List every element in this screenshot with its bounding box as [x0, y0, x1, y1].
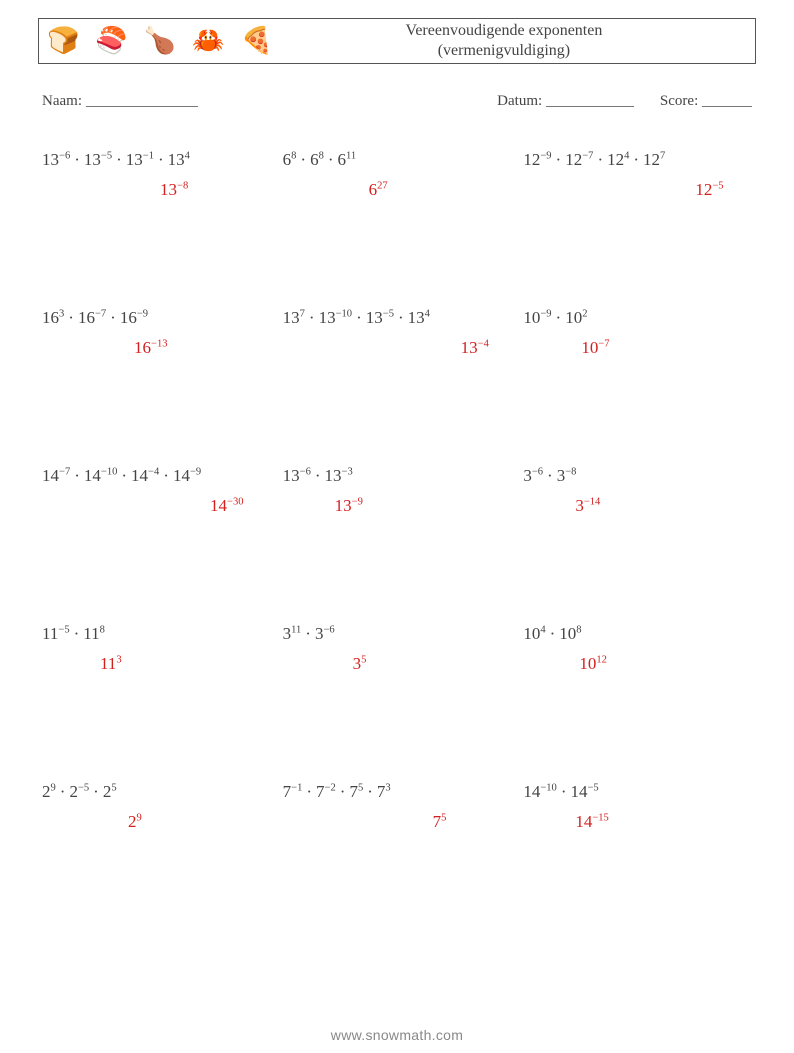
problem-expression: 10−9·102	[523, 308, 752, 328]
worksheet-title: Vereenvoudigende exponenten (vermenigvul…	[273, 21, 747, 61]
problem-answer: 12−5	[523, 180, 752, 200]
date-label: Datum:	[497, 93, 542, 109]
problem-cell: 29·2−5·25 29	[42, 782, 271, 842]
header-icon-0: 🍞	[47, 28, 79, 54]
date-blank[interactable]	[546, 92, 634, 107]
problem-cell: 311·3−6 35	[283, 624, 512, 684]
problem-answer: 13−9	[283, 496, 512, 516]
problem-cell: 13−6·13−5·13−1·134 13−8	[42, 150, 271, 210]
problem-answer: 16−13	[42, 338, 271, 358]
problem-answer: 113	[42, 654, 271, 674]
header-icon-3: 🦀	[192, 28, 224, 54]
problem-cell: 10−9·102 10−7	[523, 308, 752, 368]
problem-cell: 137·13−10·13−5·134 13−4	[283, 308, 512, 368]
problem-answer: 13−8	[42, 180, 271, 200]
problem-cell: 68·68·611 627	[283, 150, 512, 210]
problem-expression: 14−7·14−10·14−4·14−9	[42, 466, 271, 486]
problem-expression: 104·108	[523, 624, 752, 644]
problem-expression: 137·13−10·13−5·134	[283, 308, 512, 328]
problem-answer: 75	[283, 812, 512, 832]
problem-expression: 311·3−6	[283, 624, 512, 644]
problems-grid: 13−6·13−5·13−1·134 13−8 68·68·611 627 12−9·1…	[38, 150, 756, 842]
problem-answer: 29	[42, 812, 271, 832]
problem-cell: 11−5·118 113	[42, 624, 271, 684]
name-blank[interactable]	[86, 92, 198, 107]
header-icons: 🍞 🍣 🍗 🦀 🍕	[47, 28, 273, 54]
problem-cell: 3−6·3−8 3−14	[523, 466, 752, 526]
header-icon-2: 🍗	[144, 28, 176, 54]
problem-cell: 14−7·14−10·14−4·14−9 14−30	[42, 466, 271, 526]
header-box: 🍞 🍣 🍗 🦀 🍕 Vereenvoudigende exponenten (verme…	[38, 18, 756, 64]
problem-answer: 10−7	[523, 338, 752, 358]
problem-answer: 1012	[523, 654, 752, 674]
problem-expression: 163·16−7·16−9	[42, 308, 271, 328]
problem-expression: 68·68·611	[283, 150, 512, 170]
problem-expression: 29·2−5·25	[42, 782, 271, 802]
problem-answer: 14−30	[42, 496, 271, 516]
problem-cell: 163·16−7·16−9 16−13	[42, 308, 271, 368]
problem-expression: 3−6·3−8	[523, 466, 752, 486]
problem-answer: 14−15	[523, 812, 752, 832]
problem-cell: 13−6·13−3 13−9	[283, 466, 512, 526]
meta-row: Naam: Datum: Score:	[38, 90, 756, 110]
title-line-2: (vermenigvuldiging)	[273, 41, 735, 61]
problem-answer: 627	[283, 180, 512, 200]
worksheet-page: 🍞 🍣 🍗 🦀 🍕 Vereenvoudigende exponenten (verme…	[0, 0, 794, 1053]
problem-expression: 14−10·14−5	[523, 782, 752, 802]
problem-cell: 7−1·7−2·75·73 75	[283, 782, 512, 842]
date-field: Datum:	[497, 90, 634, 110]
problem-expression: 13−6·13−5·13−1·134	[42, 150, 271, 170]
name-field: Naam:	[42, 90, 497, 110]
problem-answer: 35	[283, 654, 512, 674]
score-label: Score:	[660, 93, 698, 109]
header-icon-1: 🍣	[95, 28, 127, 54]
problem-cell: 104·108 1012	[523, 624, 752, 684]
problem-answer: 13−4	[283, 338, 512, 358]
score-field: Score:	[660, 90, 752, 110]
problem-expression: 11−5·118	[42, 624, 271, 644]
title-line-1: Vereenvoudigende exponenten	[273, 21, 735, 41]
score-blank[interactable]	[702, 92, 752, 107]
problem-expression: 13−6·13−3	[283, 466, 512, 486]
problem-cell: 14−10·14−5 14−15	[523, 782, 752, 842]
footer-url: www.snowmath.com	[0, 1027, 794, 1043]
header-icon-4: 🍕	[241, 28, 273, 54]
name-label: Naam:	[42, 93, 82, 109]
problem-expression: 12−9·12−7·124·127	[523, 150, 752, 170]
problem-answer: 3−14	[523, 496, 752, 516]
problem-cell: 12−9·12−7·124·127 12−5	[523, 150, 752, 210]
problem-expression: 7−1·7−2·75·73	[283, 782, 512, 802]
